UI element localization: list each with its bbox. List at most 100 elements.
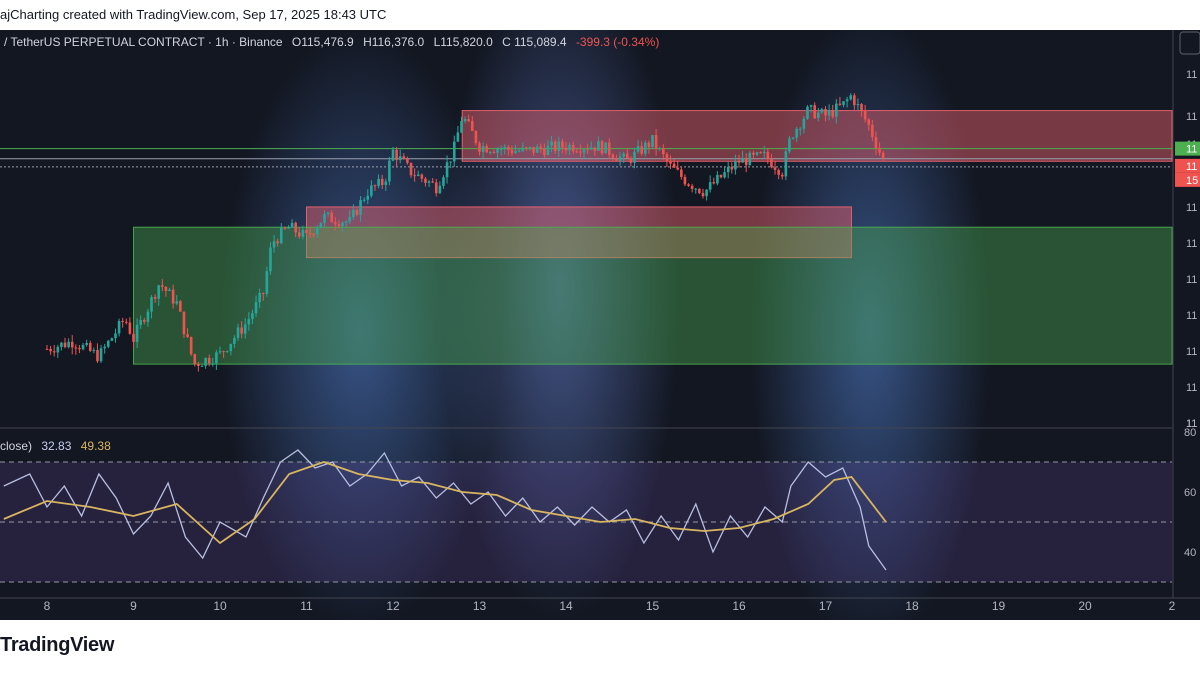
candle-body: [117, 320, 121, 334]
candle-body: [582, 149, 586, 153]
candle-body: [326, 212, 330, 215]
candle-body: [600, 141, 604, 154]
rsi-tick-label: 40: [1184, 547, 1196, 559]
candle-body: [575, 151, 579, 153]
candle-body: [290, 222, 294, 228]
candle-body: [813, 105, 816, 119]
candle-body: [579, 151, 582, 153]
candle-body: [70, 341, 74, 348]
candle-body: [535, 146, 539, 153]
rsi-line: [3, 449, 887, 571]
candle-body: [377, 178, 380, 186]
candle-body: [431, 181, 434, 183]
candle-body: [528, 146, 532, 148]
candle-body: [225, 351, 229, 353]
candle-body: [762, 151, 766, 154]
candle-body: [539, 146, 543, 150]
candle-body: [139, 320, 143, 325]
candle-body: [553, 141, 557, 151]
candle-body: [99, 348, 103, 362]
candle-body: [243, 324, 247, 334]
candle-body: [492, 152, 496, 154]
candle-body: [380, 178, 384, 186]
time-tick-label: 13: [473, 599, 487, 613]
candle-body: [168, 289, 171, 292]
candle-body: [233, 337, 236, 344]
candle-body: [784, 151, 788, 177]
rsi-legend-ma: 49.38: [81, 439, 111, 453]
candle-body: [207, 357, 211, 364]
candle-body: [716, 174, 719, 184]
candle-body: [788, 138, 791, 152]
time-tick-label: 14: [559, 599, 573, 613]
candle-body: [726, 166, 730, 173]
rsi-ma-line: [3, 461, 887, 545]
time-tick-label: 18: [905, 599, 919, 613]
rsi-legend-value: 32.83: [41, 439, 71, 453]
ohlc-open: O115,476.9: [292, 35, 354, 49]
candle-body: [67, 341, 70, 348]
candle-body: [737, 161, 741, 163]
candle-body: [247, 319, 251, 325]
candle-body: [63, 342, 67, 348]
candle-body: [816, 112, 820, 119]
candle-body: [557, 141, 561, 151]
candle-body: [845, 99, 849, 102]
candle-body: [723, 172, 726, 178]
candle-body: [654, 135, 658, 149]
candle-body: [424, 178, 427, 183]
candle-body: [254, 302, 258, 314]
candle-body: [157, 285, 161, 299]
ohlc-change: -399.3 (-0.34%): [576, 35, 659, 49]
candle-body: [849, 95, 853, 100]
candle-body: [842, 101, 845, 105]
candle-body: [640, 146, 643, 154]
price-tag-text: 11: [1186, 161, 1197, 173]
candle-body: [503, 146, 507, 150]
candle-body: [269, 247, 272, 272]
candle-body: [690, 185, 694, 189]
candle-body: [283, 227, 287, 229]
tradingview-logo-text: TradingView: [0, 634, 115, 656]
candle-body: [319, 222, 323, 228]
candle-body: [571, 144, 575, 152]
candle-body: [874, 137, 878, 149]
price-tag-text: 11: [1186, 144, 1197, 156]
chart-area[interactable]: / TetherUS PERPETUAL CONTRACT · 1h · Bin…: [0, 0, 1200, 650]
price-tags: 11 11 15: [1175, 141, 1200, 187]
price-tag-text: 15: [1186, 175, 1198, 187]
candle-body: [467, 118, 470, 122]
candle-body: [384, 181, 388, 186]
scale-button[interactable]: [1179, 31, 1200, 55]
candle-body: [373, 185, 377, 187]
candle-body: [878, 148, 881, 153]
price-tag-box: [1175, 141, 1200, 156]
candle-body: [78, 348, 81, 350]
levels-layer: [0, 148, 1172, 168]
candle-body: [860, 104, 863, 111]
symbol-info[interactable]: / TetherUS PERPETUAL CONTRACT · 1h · Bin…: [4, 35, 659, 49]
candle-body: [507, 146, 510, 150]
trading-chart[interactable]: / TetherUS PERPETUAL CONTRACT · 1h · Bin…: [0, 0, 1200, 650]
candle-body: [867, 119, 871, 125]
candle-body: [161, 285, 164, 287]
candle-body: [344, 221, 348, 223]
credit-text: ajCharting created with TradingView.com,…: [0, 7, 387, 22]
candle-body: [106, 340, 110, 347]
time-axis-labels[interactable]: 8 9 10 11 12 13 14 15 16 17 18 19 20 2: [44, 599, 1176, 613]
rsi-legend[interactable]: close) 32.83 49.38: [0, 439, 111, 453]
candle-body: [74, 347, 78, 349]
candle-body: [651, 135, 654, 148]
time-tick-label: 11: [300, 599, 313, 613]
candle-body: [215, 352, 218, 364]
symbol-name: / TetherUS PERPETUAL CONTRACT · 1h · Bin…: [4, 35, 283, 49]
candle-body: [81, 344, 85, 350]
time-tick-label: 10: [213, 599, 227, 613]
candle-body: [705, 189, 708, 197]
candle-body: [521, 147, 525, 151]
price-label: 11: [1186, 418, 1197, 430]
candle-body: [52, 351, 56, 353]
candle-body: [442, 177, 445, 186]
candle-body: [485, 146, 489, 153]
candle-body: [474, 130, 478, 144]
